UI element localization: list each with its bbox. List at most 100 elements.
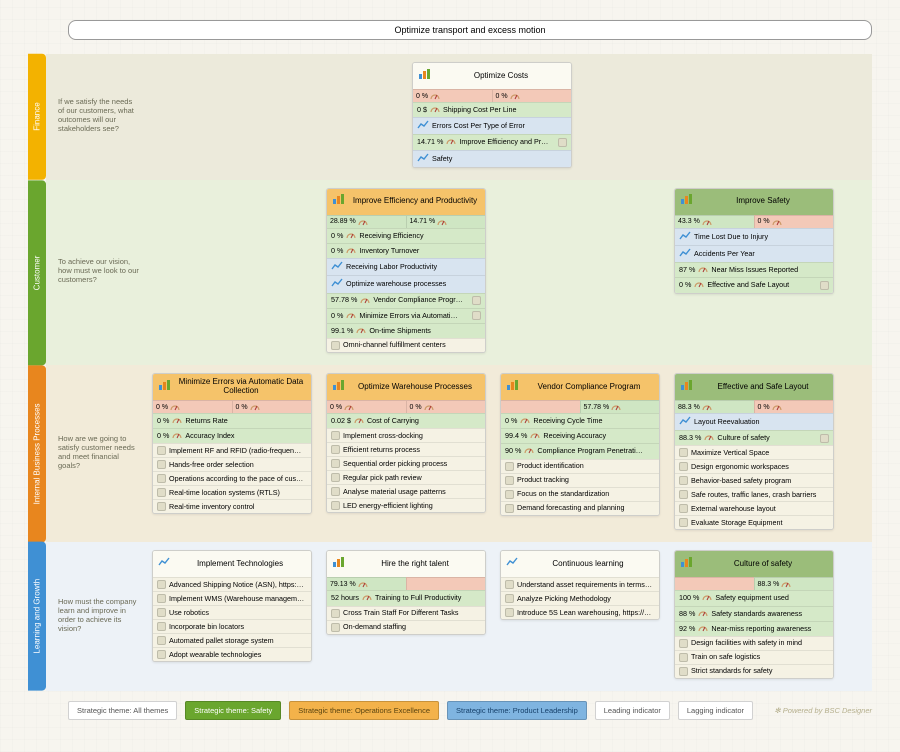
card-title: Implement Technologies — [174, 559, 306, 568]
legend-item[interactable]: Leading indicator — [595, 701, 670, 720]
gauge-cell: 57.78 % — [580, 400, 660, 413]
bullet-icon — [157, 474, 166, 483]
bar-chart-icon — [680, 556, 694, 571]
card-row: 90 %Compliance Program Penetrati… — [501, 443, 659, 458]
card-vendor[interactable]: Vendor Compliance Program 57.78 % 0 % Rec… — [500, 373, 660, 516]
bullet-icon — [331, 431, 340, 440]
legend-item[interactable]: Strategic theme: Product Leadership — [447, 701, 587, 720]
row-value: 88 % — [679, 610, 695, 618]
card-title: Culture of safety — [698, 559, 828, 568]
row-value: 0 $ — [417, 106, 427, 114]
gauge-row: 0 % 0 % — [153, 400, 311, 413]
gauge-icon — [354, 416, 364, 426]
card-culture[interactable]: Culture of safety 88.3 % 100 %Safety equ… — [674, 550, 834, 679]
row-label: Layout Reevaluation — [694, 418, 829, 426]
card-title: Vendor Compliance Program — [524, 382, 654, 391]
bar-chart-icon — [332, 379, 346, 394]
gauge-cell: 79.13 % — [327, 577, 406, 590]
card-row: Implement RF and RFID (radio-frequen… — [153, 443, 311, 457]
bullet-icon — [505, 476, 514, 485]
row-label: Receiving Cycle Time — [533, 417, 655, 425]
bullet-icon — [331, 341, 340, 350]
legend-item[interactable]: Lagging indicator — [678, 701, 753, 720]
legend-item[interactable]: Strategic theme: All themes — [68, 701, 177, 720]
legend-item[interactable]: Strategic theme: Operations Excellence — [289, 701, 439, 720]
link-icon — [472, 296, 481, 305]
card-improve-safety[interactable]: Improve Safety 43.3 % 0 % Time Lost Due … — [674, 188, 834, 294]
row-value: 0 % — [505, 417, 517, 425]
gauge-icon — [172, 431, 182, 441]
card-opt-warehouse[interactable]: Optimize Warehouse Processes 0 % 0 % 0.0… — [326, 373, 486, 513]
row-value: 88.3 % — [679, 434, 701, 442]
gauge-icon — [704, 433, 714, 443]
bullet-icon — [157, 636, 166, 645]
card-row: Design facilities with safety in mind — [675, 636, 833, 650]
gauge-icon — [698, 624, 708, 634]
bullet-icon — [331, 609, 340, 618]
trend-icon — [679, 416, 691, 428]
legend: Strategic theme: All themes Strategic the… — [68, 701, 872, 720]
card-min-errors[interactable]: Minimize Errors via Automatic Data Colle… — [152, 373, 312, 514]
card-improve-efficiency[interactable]: Improve Efficiency and Productivity 28.8… — [326, 188, 486, 353]
perspective-customer: Customer To achieve our vision, how must… — [28, 180, 872, 365]
card-row: 0 %Minimize Errors via Automati… — [327, 308, 485, 323]
card-optimize-costs[interactable]: Optimize Costs 0 % 0 % 0 $Shipping Cost … — [412, 62, 572, 168]
bullet-icon — [157, 608, 166, 617]
card-row: 88 %Safety standards awareness — [675, 606, 833, 621]
card-row: 87 %Near Miss Issues Reported — [675, 262, 833, 277]
card-row: Cross Train Staff For Different Tasks — [327, 606, 485, 620]
line-chart-icon — [158, 557, 170, 570]
gauge-cell — [501, 400, 580, 413]
perspective-tab-finance: Finance — [28, 54, 46, 180]
page-title: Optimize transport and excess motion — [68, 20, 872, 40]
card-row: Evaluate Storage Equipment — [675, 515, 833, 529]
gauge-cell: 14.71 % — [406, 215, 486, 228]
gauge-cell: 0 % — [327, 400, 406, 413]
trend-icon — [417, 153, 429, 165]
row-label: Behavior-based safety program — [691, 477, 829, 485]
line-chart-icon — [506, 557, 518, 570]
card-row: 0 $Shipping Cost Per Line — [413, 102, 571, 117]
bullet-icon — [331, 445, 340, 454]
card-row: 0 %Receiving Efficiency — [327, 228, 485, 243]
gauge-icon — [356, 326, 366, 336]
row-label: Training to Full Productivity — [375, 594, 481, 602]
card-row: Focus on the standardization — [501, 487, 659, 501]
row-label: Vendor Compliance Progr… — [373, 296, 469, 304]
bar-chart-icon — [332, 556, 346, 571]
perspective-learning: Learning and Growth How must the company… — [28, 542, 872, 691]
gauge-cell — [675, 577, 754, 590]
row-label: Focus on the standardization — [517, 490, 655, 498]
gauge-row: 79.13 % — [327, 577, 485, 590]
trend-icon — [331, 261, 343, 273]
row-value: 0 % — [157, 417, 169, 425]
perspective-question: How are we going to satisfy customer nee… — [54, 373, 144, 530]
card-eff-safe-layout[interactable]: Effective and Safe Layout 88.3 % 0 % Lay… — [674, 373, 834, 530]
bullet-icon — [157, 502, 166, 511]
card-row: Analyse material usage patterns — [327, 484, 485, 498]
card-row: 0 %Returns Rate — [153, 413, 311, 428]
card-impl-tech[interactable]: Implement Technologies Advanced Shipping… — [152, 550, 312, 662]
row-label: Maximize Vertical Space — [691, 449, 829, 457]
card-row: Maximize Vertical Space — [675, 445, 833, 459]
gauge-row: 43.3 % 0 % — [675, 215, 833, 228]
card-header: Improve Safety — [675, 189, 833, 215]
card-row: Real-time inventory control — [153, 499, 311, 513]
row-label: LED energy-efficient lighting — [343, 502, 481, 510]
card-row: Incorporate bin locators — [153, 619, 311, 633]
gauge-cell: 0 % — [754, 400, 834, 413]
legend-item[interactable]: Strategic theme: Safety — [185, 701, 281, 720]
row-value: 0 % — [679, 281, 691, 289]
row-label: Near-miss reporting awareness — [711, 625, 829, 633]
row-label: Product identification — [517, 462, 655, 470]
card-row: Automated pallet storage system — [153, 633, 311, 647]
card-row: 99.1 %On-time Shipments — [327, 323, 485, 338]
link-icon — [820, 281, 829, 290]
gauge-icon — [520, 416, 530, 426]
card-cont-learn[interactable]: Continuous learning Understand asset req… — [500, 550, 660, 620]
row-value: 100 % — [679, 594, 699, 602]
row-value: 87 % — [679, 266, 695, 274]
row-label: Use robotics — [169, 609, 307, 617]
card-title: Improve Efficiency and Productivity — [350, 196, 480, 205]
card-hire[interactable]: Hire the right talent 79.13 % 52 hoursTr… — [326, 550, 486, 634]
